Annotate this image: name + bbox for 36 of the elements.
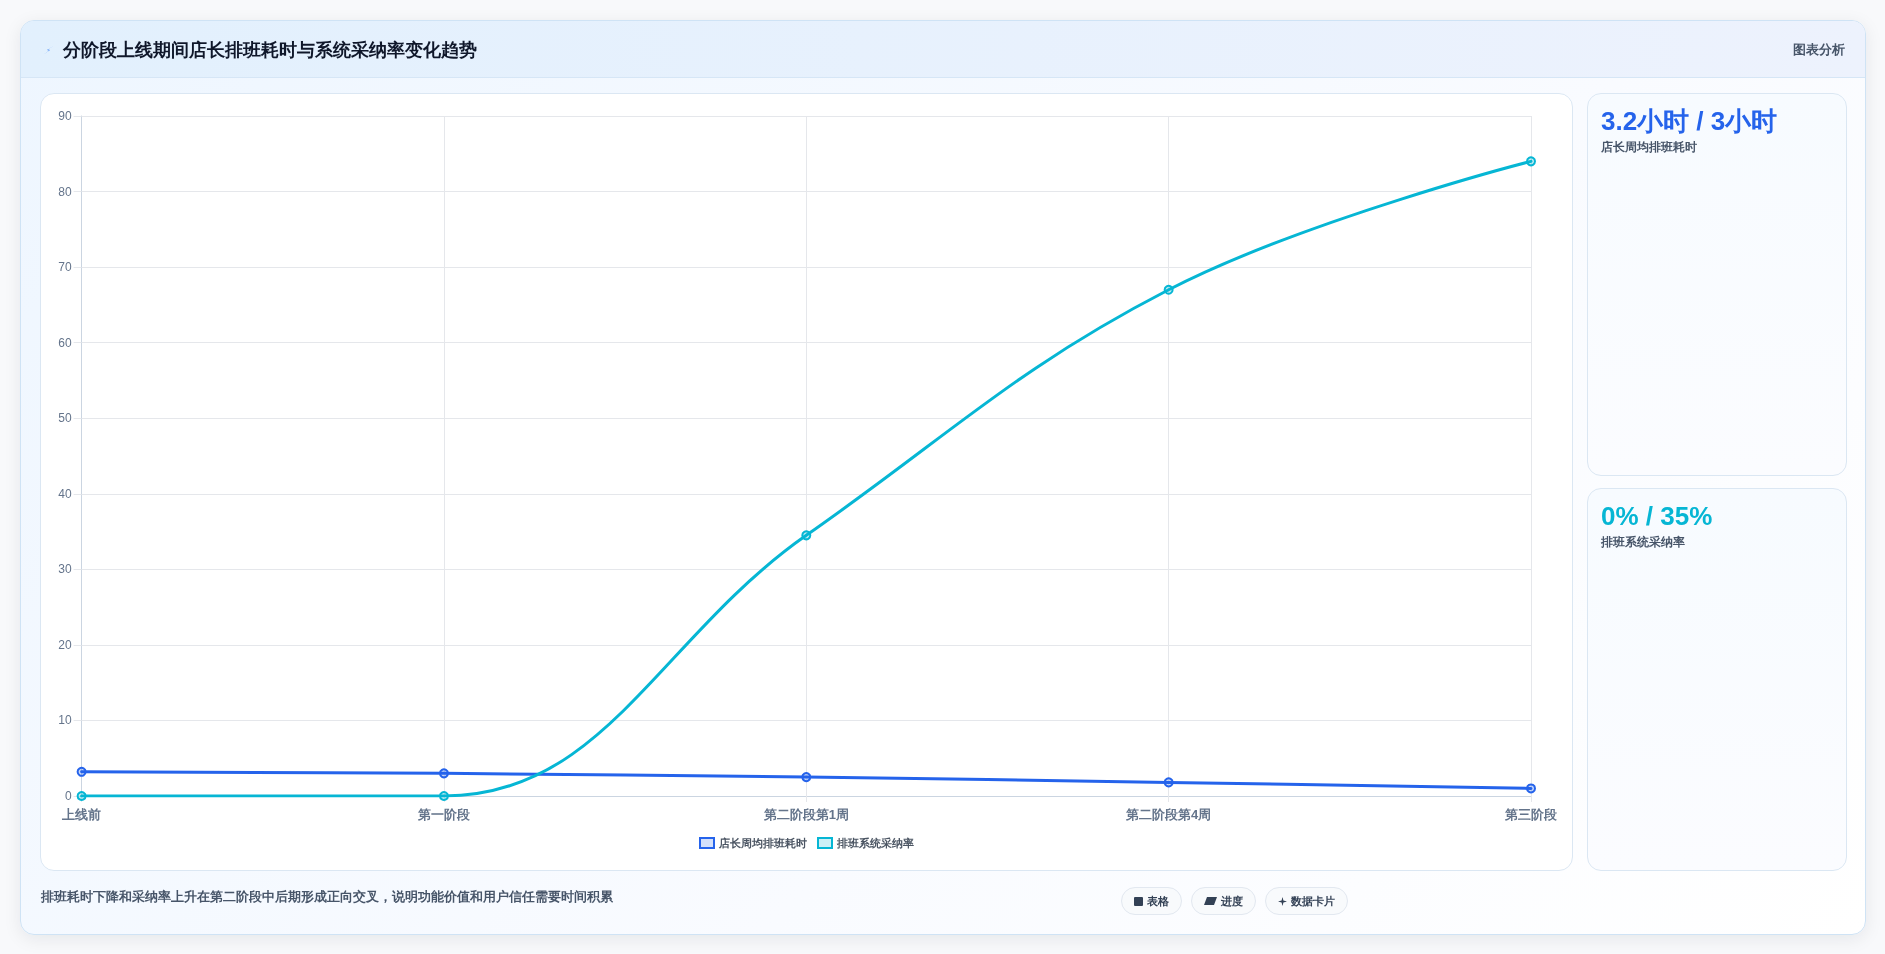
pill-button: 数据卡片: [1265, 887, 1348, 915]
y-tick-label: 70: [58, 260, 72, 275]
text: 图表分析: [1793, 41, 1845, 59]
y-tick-label: 90: [58, 109, 72, 123]
pill-button: 表格: [1121, 887, 1182, 915]
y-tick-label: 10: [58, 713, 72, 728]
y-tick-label: 50: [58, 411, 72, 426]
legend-label: 排班系统采纳率: [836, 837, 914, 849]
point: [76, 766, 87, 777]
point: [1163, 284, 1174, 295]
point: [1526, 783, 1536, 794]
point: [1526, 156, 1536, 167]
text: 0% / 35%: [1601, 500, 1713, 533]
x-tick-label: 上线前: [61, 807, 102, 822]
y-tick-label: 0: [64, 789, 72, 803]
chart-title: 分阶段上线期间店长排班耗时与系统采纳率变化趋势: [63, 39, 477, 62]
point: [76, 791, 87, 801]
text: 店长周均排班耗时: [1601, 139, 1697, 156]
x-tick-label: 第二阶段第1周: [762, 807, 849, 822]
point: [801, 772, 812, 783]
y-tick-label: 80: [58, 184, 72, 199]
x-tick-label: 第一阶段: [416, 807, 471, 822]
text: 排班耗时下降和采纳率上升在第二阶段中后期形成正向交叉，说明功能价值和用户信任需要时间积累: [41, 888, 613, 906]
point: [801, 530, 812, 541]
text: 排班系统采纳率: [1601, 534, 1685, 551]
y-tick-label: 40: [58, 486, 72, 501]
y-tick-label: 20: [58, 637, 72, 652]
x-tick-label: 第二阶段第4周: [1125, 807, 1212, 822]
text: 3.2小时 / 3小时: [1601, 105, 1778, 138]
pill-button: 进度: [1191, 887, 1256, 915]
point: [438, 768, 449, 779]
point: [1163, 777, 1174, 788]
x-tick-label: 第三阶段: [1504, 807, 1558, 822]
legend-label: 店长周均排班耗时: [718, 837, 807, 849]
y-tick-label: 60: [58, 335, 72, 350]
y-tick-label: 30: [58, 562, 72, 577]
